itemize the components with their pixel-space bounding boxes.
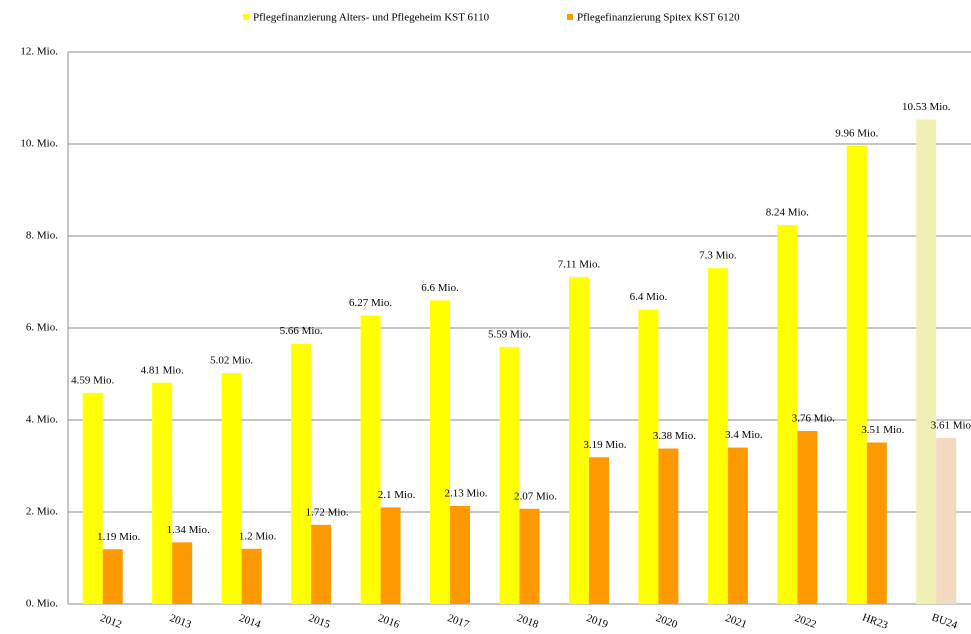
value-label: 2.13 Mio.	[444, 488, 487, 500]
bar	[846, 145, 867, 604]
bar	[82, 392, 103, 604]
bar	[519, 508, 540, 604]
x-tick-label: 2015	[307, 612, 332, 631]
bar	[102, 549, 123, 604]
value-label: 4.81 Mio.	[141, 364, 184, 376]
x-tick-label: 2018	[515, 612, 540, 631]
y-tick-label: 6. Mio.	[26, 322, 58, 334]
bar	[291, 343, 312, 604]
bar	[221, 373, 242, 604]
bar	[936, 437, 957, 604]
y-tick-label: 4. Mio.	[26, 414, 58, 426]
bar	[499, 346, 520, 604]
value-label: 6.27 Mio.	[349, 297, 392, 309]
legend-label: Pflegefinanzierung Spitex KST 6120	[577, 12, 740, 24]
value-label: 3.4 Mio.	[725, 429, 763, 441]
value-label: 1.19 Mio.	[97, 531, 140, 543]
x-tick-label: HR23	[861, 611, 890, 631]
bar	[172, 542, 193, 604]
value-label: 7.11 Mio.	[558, 258, 601, 270]
bar	[430, 300, 451, 604]
legend-label: Pflegefinanzierung Alters- und Pflegehei…	[253, 12, 490, 24]
bar	[727, 447, 748, 604]
bar	[360, 315, 381, 604]
bar	[797, 431, 818, 604]
bar	[866, 442, 887, 604]
value-label: 2.07 Mio.	[514, 490, 557, 502]
value-label: 3.76 Mio.	[792, 413, 835, 425]
bar	[916, 119, 937, 605]
y-tick-label: 8. Mio.	[26, 230, 58, 242]
value-label: 3.51 Mio.	[861, 424, 904, 436]
value-label: 3.38 Mio.	[653, 430, 696, 442]
x-tick-label: 2016	[376, 612, 401, 631]
value-label: 5.59 Mio.	[488, 328, 531, 340]
x-tick-label: 2017	[446, 612, 471, 631]
value-label: 9.96 Mio.	[835, 127, 878, 139]
value-label: 5.66 Mio.	[280, 325, 323, 337]
y-tick-label: 2. Mio.	[26, 506, 58, 518]
bar	[450, 506, 471, 604]
x-tick-label: 2022	[793, 612, 818, 631]
bar	[777, 224, 798, 604]
y-tick-label: 0. Mio.	[26, 598, 58, 610]
bar	[588, 457, 609, 604]
bar	[638, 309, 659, 604]
value-label: 1.2 Mio.	[239, 530, 277, 542]
value-label: 1.34 Mio.	[167, 524, 210, 536]
value-label: 3.19 Mio.	[583, 439, 626, 451]
legend-swatch	[243, 14, 249, 20]
bar	[311, 524, 332, 604]
bar	[241, 548, 262, 604]
value-label: 3.61 Mio.	[931, 419, 971, 431]
value-label: 2.1 Mio.	[378, 489, 416, 501]
x-tick-label: BU24	[930, 611, 959, 631]
legend-swatch	[567, 14, 573, 20]
value-label: 6.6 Mio.	[421, 282, 459, 294]
x-tick-label: 2013	[168, 612, 193, 631]
value-label: 4.59 Mio.	[71, 374, 114, 386]
value-label: 7.3 Mio.	[699, 250, 737, 262]
x-tick-label: 2019	[585, 612, 610, 631]
bar	[707, 268, 728, 604]
x-tick-label: 2014	[237, 612, 262, 631]
bar	[152, 382, 173, 604]
x-tick-label: 2020	[654, 612, 679, 631]
value-label: 10.53 Mio.	[902, 101, 951, 113]
bar	[658, 448, 679, 604]
value-label: 5.02 Mio.	[210, 355, 253, 367]
y-tick-label: 12. Mio.	[20, 46, 58, 58]
x-tick-label: 2021	[724, 612, 749, 631]
bar	[568, 276, 589, 604]
y-tick-label: 10. Mio.	[20, 138, 58, 150]
value-label: 6.4 Mio.	[630, 291, 668, 303]
value-label: 8.24 Mio.	[766, 206, 809, 218]
x-tick-label: 2012	[99, 612, 124, 631]
value-label: 1.72 Mio.	[306, 506, 349, 518]
bar	[380, 507, 401, 604]
